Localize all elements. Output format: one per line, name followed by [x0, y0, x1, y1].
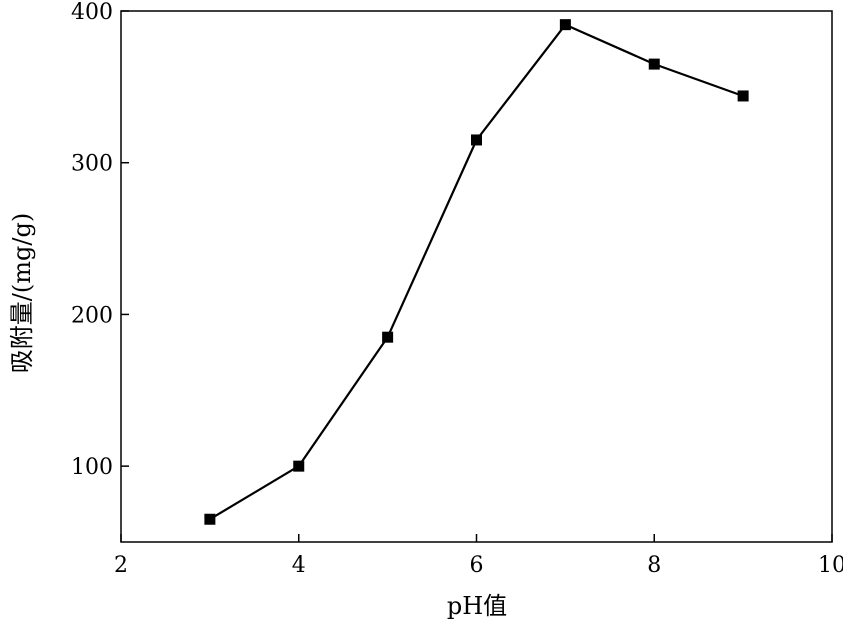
y-tick-label: 300 [71, 152, 113, 177]
data-point-marker [382, 331, 394, 343]
data-point-marker [737, 90, 749, 102]
series-markers [204, 19, 749, 525]
y-tick-label: 400 [71, 0, 113, 25]
x-tick-label: 4 [292, 553, 306, 578]
x-tick-label: 6 [470, 553, 484, 578]
x-tick-label: 2 [114, 553, 128, 578]
data-point-marker [204, 513, 216, 525]
data-point-marker [293, 460, 305, 472]
x-axis-title: pH值 [447, 592, 507, 620]
data-point-marker [559, 19, 571, 31]
data-point-marker [648, 58, 660, 70]
y-axis-title: 吸附量/(mg/g) [8, 213, 36, 373]
series-line [209, 23, 744, 521]
x-tick-label: 10 [818, 553, 843, 578]
y-tick-label: 200 [71, 303, 113, 328]
x-tick-label: 8 [647, 553, 661, 578]
x-axis-ticks: 2 4 6 8 10 [114, 534, 843, 578]
y-tick-label: 100 [71, 455, 113, 480]
data-point-marker [471, 134, 482, 146]
y-axis-ticks: 100 200 300 400 [71, 0, 129, 480]
